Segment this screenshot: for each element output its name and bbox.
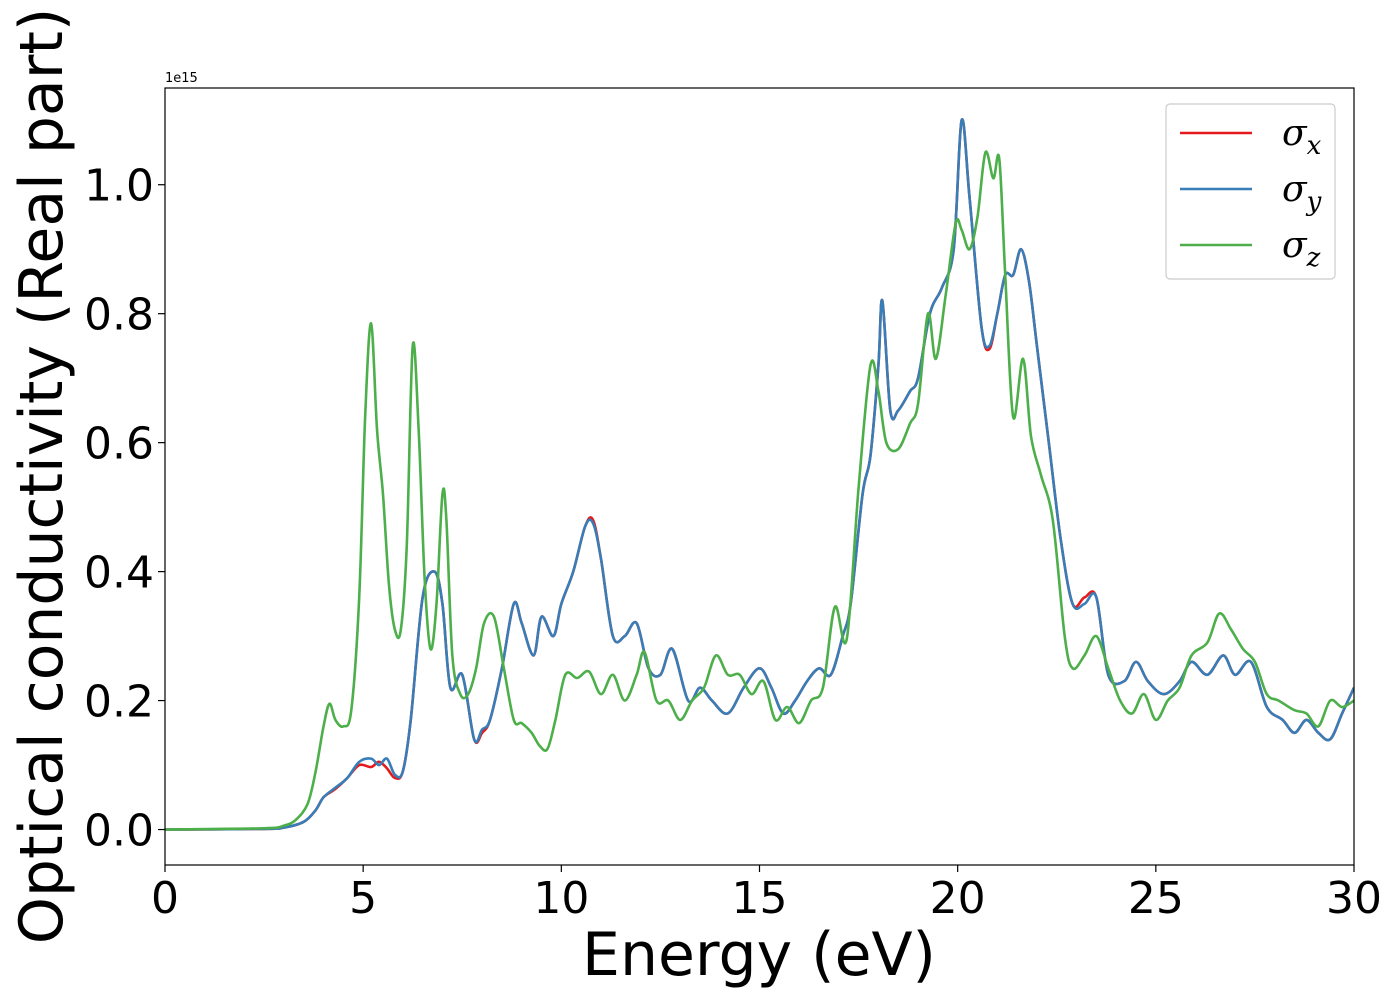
x-tick-label: 15 xyxy=(732,873,788,924)
x-tick-label: 25 xyxy=(1128,873,1184,924)
series-line-z xyxy=(165,150,1354,831)
y-tick-label: 1.0 xyxy=(84,161,154,212)
x-tick-label: 20 xyxy=(930,873,986,924)
x-axis-ticks: 0 5 10 15 20 25 30 xyxy=(151,865,1382,924)
y-tick-label: 0.4 xyxy=(84,548,154,599)
x-tick-label: 30 xyxy=(1326,873,1382,924)
x-tick-label: 10 xyxy=(533,873,589,924)
legend-box xyxy=(1165,103,1336,280)
y-tick-label: 0.8 xyxy=(84,290,154,341)
y-tick-label: 0.0 xyxy=(84,806,154,857)
y-tick-label: 0.6 xyxy=(84,419,154,470)
y-tick-label: 0.2 xyxy=(84,677,154,728)
y-axis-ticks: 0.0 0.2 0.4 0.6 0.8 1.0 xyxy=(84,161,165,857)
plot-lines xyxy=(165,118,1354,831)
y-axis-label: Optical conductivity (Real part) xyxy=(7,8,77,945)
x-axis-label: Energy (eV) xyxy=(582,920,936,990)
y-offset-text: 1e15 xyxy=(165,71,198,86)
x-tick-label: 0 xyxy=(151,873,179,924)
x-tick-label: 5 xyxy=(349,873,377,924)
